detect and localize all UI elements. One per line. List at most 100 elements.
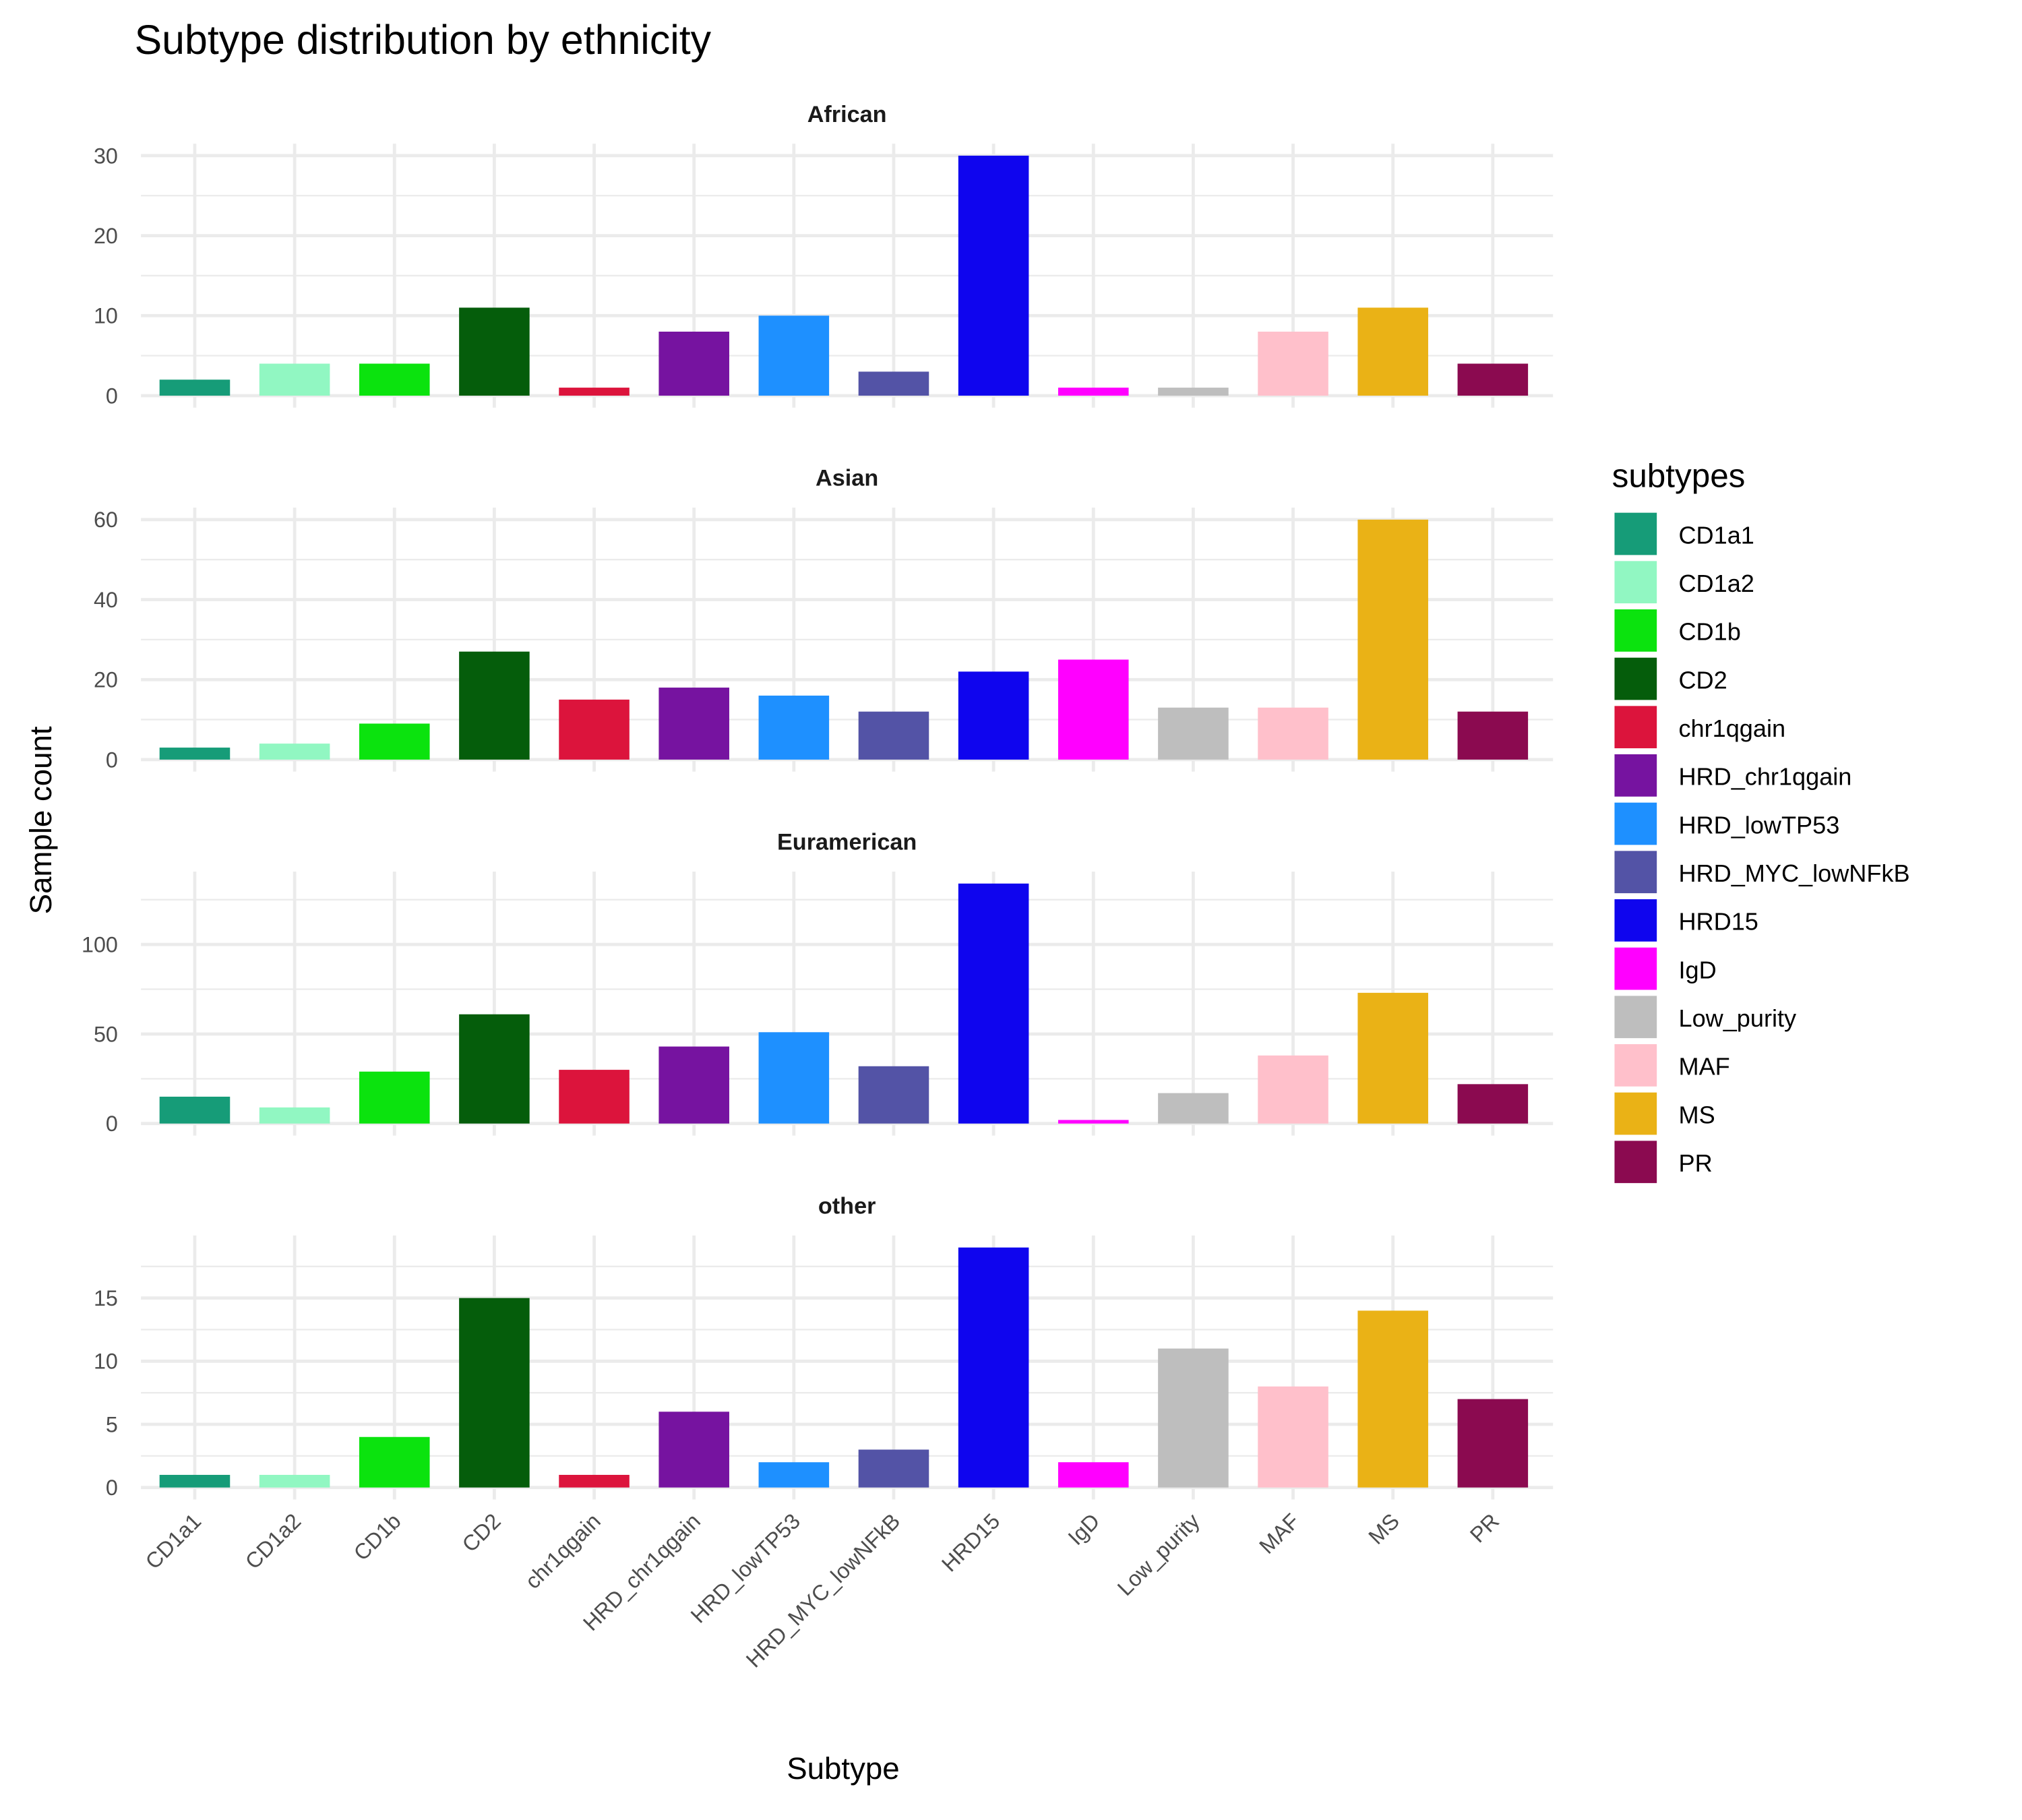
bar: [1457, 363, 1529, 396]
y-axis-title: Sample count: [24, 726, 58, 914]
bar: [958, 883, 1029, 1124]
legend-key: [1614, 899, 1657, 942]
legend-label: HRD15: [1678, 908, 1758, 936]
bar: [359, 1071, 430, 1124]
bar: [1158, 388, 1229, 396]
bar: [1058, 1462, 1129, 1488]
bar: [1258, 332, 1328, 396]
x-tick-label: CD1a2: [241, 1509, 306, 1574]
bar: [259, 363, 330, 396]
bar: [559, 388, 630, 396]
legend-label: HRD_MYC_lowNFkB: [1678, 859, 1909, 887]
y-tick-label: 20: [94, 668, 118, 692]
bar: [1158, 1093, 1229, 1124]
x-tick-label: PR: [1465, 1509, 1504, 1547]
bar: [159, 380, 231, 396]
y-tick-label: 0: [106, 748, 118, 772]
x-tick-label: CD1b: [349, 1509, 406, 1565]
legend-key: [1614, 512, 1657, 555]
bar: [1357, 1310, 1428, 1488]
bar: [1058, 659, 1129, 760]
bar: [459, 1298, 530, 1488]
bar: [159, 1096, 231, 1124]
bar: [1258, 1055, 1328, 1124]
bar: [259, 744, 330, 760]
bar: [658, 688, 729, 760]
legend-key: [1614, 802, 1657, 845]
legend-key: [1614, 996, 1657, 1039]
legend-key: [1614, 851, 1657, 894]
bar: [459, 1014, 530, 1124]
legend-label: HRD_chr1qgain: [1678, 763, 1851, 791]
x-tick-label: Low_purity: [1113, 1509, 1204, 1600]
legend-label: PR: [1678, 1149, 1712, 1177]
bar: [259, 1474, 330, 1488]
legend-label: CD1a1: [1678, 521, 1754, 549]
bar: [858, 1066, 929, 1124]
y-tick-label: 40: [94, 588, 118, 612]
bar: [1457, 1084, 1529, 1124]
y-tick-label: 10: [94, 304, 118, 328]
legend-key: [1614, 754, 1657, 797]
y-tick-label: 50: [94, 1022, 118, 1046]
legend-label: Low_purity: [1678, 1004, 1796, 1032]
legend-label: HRD_lowTP53: [1678, 811, 1839, 839]
bar: [858, 1449, 929, 1488]
bar: [1158, 1348, 1229, 1488]
y-tick-label: 5: [106, 1412, 118, 1436]
bar: [1457, 1399, 1529, 1488]
y-tick-label: 0: [106, 1112, 118, 1136]
x-tick-label: CD2: [458, 1509, 506, 1556]
legend-key: [1614, 947, 1657, 990]
y-tick-label: 60: [94, 508, 118, 532]
facet-label: Euramerican: [777, 830, 917, 855]
x-tick-label: CD1a1: [141, 1509, 206, 1574]
x-axis-title: Subtype: [787, 1751, 899, 1786]
bar: [758, 695, 830, 760]
chart-title: Subtype distribution by ethnicity: [135, 17, 712, 63]
legend-key: [1614, 1044, 1657, 1087]
bar: [1357, 992, 1428, 1124]
legend-label: CD1a2: [1678, 570, 1754, 597]
y-tick-label: 0: [106, 1476, 118, 1500]
bar: [1058, 1120, 1129, 1124]
legend-label: CD1b: [1678, 618, 1740, 646]
bar: [159, 748, 231, 760]
bar: [559, 1474, 630, 1488]
y-tick-label: 15: [94, 1286, 118, 1310]
y-tick-label: 10: [94, 1349, 118, 1374]
bar: [958, 155, 1029, 396]
x-tick-label: chr1qgain: [520, 1509, 605, 1594]
y-tick-label: 100: [82, 933, 118, 957]
facet-label: Asian: [816, 466, 878, 491]
legend-label: chr1qgain: [1678, 715, 1785, 742]
bar: [758, 1032, 830, 1124]
bar: [1258, 1386, 1328, 1488]
bar: [1258, 707, 1328, 760]
legend-key: [1614, 1141, 1657, 1184]
bar: [758, 315, 830, 396]
bar: [459, 651, 530, 760]
y-tick-label: 20: [94, 224, 118, 248]
bar: [658, 1412, 729, 1488]
legend-key: [1614, 1092, 1657, 1135]
bar: [359, 1436, 430, 1488]
bar: [159, 1474, 231, 1488]
legend-label: MS: [1678, 1101, 1715, 1128]
legend-key: [1614, 609, 1657, 652]
bar: [858, 711, 929, 760]
x-tick-label: IgD: [1064, 1509, 1105, 1550]
bar: [1357, 307, 1428, 396]
bar: [958, 671, 1029, 760]
x-tick-label: MS: [1364, 1509, 1404, 1549]
legend-label: IgD: [1678, 956, 1716, 983]
legend-label: MAF: [1678, 1053, 1729, 1081]
facet-label: African: [807, 102, 887, 127]
bar: [259, 1107, 330, 1124]
bar: [1058, 388, 1129, 396]
legend-key: [1614, 706, 1657, 749]
legend-title: subtypes: [1612, 458, 1746, 495]
bar: [758, 1462, 830, 1488]
